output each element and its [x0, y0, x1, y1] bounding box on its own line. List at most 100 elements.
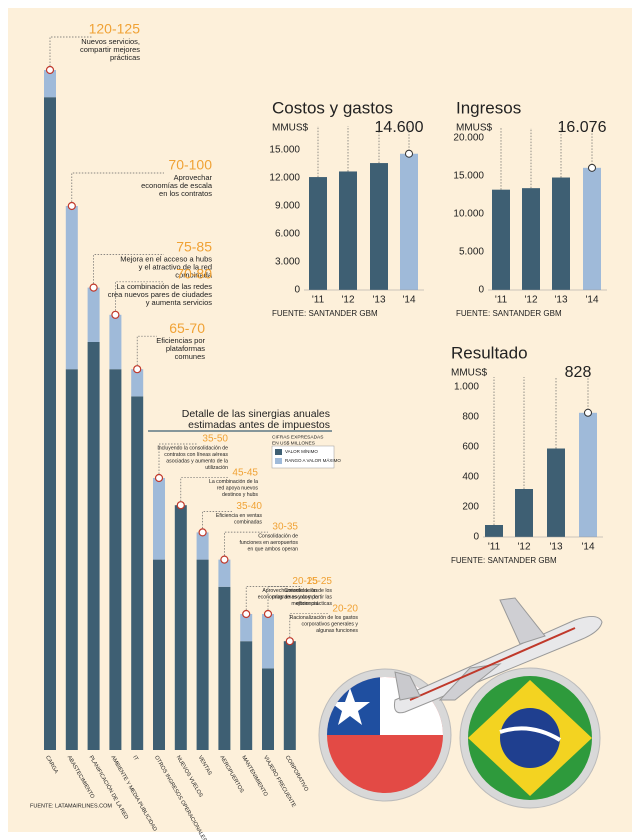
source: FUENTE: SANTANDER GBM	[272, 309, 378, 318]
description: red apoya nuevos	[217, 486, 259, 492]
bar-min	[44, 97, 56, 750]
y-tick-label: 3.000	[275, 257, 300, 268]
bar	[552, 177, 570, 290]
range-label: 15-25	[306, 576, 332, 587]
description: prácticas	[110, 53, 140, 62]
category-label: IT	[131, 755, 139, 763]
bar	[370, 163, 388, 290]
leader-line	[289, 613, 328, 638]
note: CIFRAS EXPRESADAS	[272, 434, 323, 440]
leader-line	[267, 586, 302, 610]
y-tick-label: 6.000	[275, 229, 300, 240]
marker	[45, 65, 55, 75]
leader-line	[115, 281, 164, 311]
bar-min	[218, 586, 231, 750]
x-tick-label: '11	[312, 295, 325, 306]
marker	[263, 609, 273, 619]
bar-range	[218, 559, 231, 587]
description: plataformas	[166, 344, 205, 353]
bar-range	[44, 70, 56, 98]
legend-label: RANGO A VALOR MÁXIMO	[285, 457, 341, 463]
bar-min	[174, 505, 187, 750]
description: Nuevos servicios,	[81, 37, 140, 46]
x-tick-label: '12	[341, 295, 354, 306]
range-label: 30-35	[272, 522, 298, 533]
bar	[547, 448, 565, 537]
description: asociadas y aumento de la	[166, 458, 228, 464]
bar-range	[87, 287, 100, 342]
description: y el atractivo de la red	[139, 263, 212, 272]
description: Incluyendo la consolidación de	[157, 445, 228, 451]
bar-range	[153, 478, 165, 560]
y-tick-label: 400	[462, 472, 479, 483]
bar	[579, 412, 597, 537]
y-tick-label: 0	[294, 285, 300, 296]
description: comunes	[175, 352, 206, 361]
description: utilización	[205, 465, 228, 471]
bar	[492, 189, 510, 290]
note: EN US$ MILLONES	[272, 440, 315, 446]
chart-title: Detalle de las sinergias anuales	[182, 408, 330, 420]
y-tick-label: 15.000	[269, 145, 300, 156]
x-tick-label: '14	[402, 295, 415, 306]
y-tick-label: 1.000	[454, 382, 479, 393]
marker	[242, 609, 251, 619]
description: La combinación de la	[209, 479, 258, 485]
marker	[584, 408, 592, 417]
description: combinada	[175, 271, 213, 280]
y-tick-label: 600	[462, 442, 479, 453]
x-tick-label: '13	[372, 295, 385, 306]
marker	[111, 310, 120, 319]
description: Consolidación de	[258, 533, 298, 539]
description: y aumenta servicios	[146, 298, 213, 307]
legend-box	[271, 445, 335, 469]
legend-swatch	[275, 449, 282, 455]
description: La combinación de las redes	[117, 282, 213, 291]
description: Eficiencias por	[156, 336, 205, 345]
range-label: 70-100	[168, 157, 212, 173]
marker	[285, 637, 294, 646]
description: Consolidación de los	[284, 588, 332, 594]
description: contratos con líneas aéreas	[164, 452, 228, 458]
range-label: 120-125	[89, 21, 141, 37]
unit-label: MMUS$	[456, 123, 493, 134]
leader-line	[136, 335, 157, 366]
range-label: 70-80	[176, 266, 212, 282]
bar-min	[196, 559, 209, 750]
source: FUENTE: SANTANDER GBM	[456, 309, 562, 318]
bar	[485, 525, 503, 537]
x-tick-label: '14	[581, 542, 594, 553]
y-tick-label: 12.000	[269, 173, 300, 184]
source: FUENTE: SANTANDER GBM	[451, 556, 557, 565]
description: crea nuevos pares de ciudades	[108, 290, 212, 299]
description: economías de escala	[141, 181, 213, 190]
range-label: 65-70	[169, 320, 205, 336]
value-label: 828	[565, 364, 592, 381]
description: eficiencia	[296, 601, 318, 607]
range-label: 35-40	[236, 501, 262, 512]
bar-range	[131, 369, 144, 397]
x-tick-label: '12	[517, 542, 530, 553]
description: Eficiencia en ventas	[216, 513, 263, 519]
bar-min	[283, 641, 296, 750]
chart-title: estimadas antes de impuestos	[188, 419, 330, 431]
description: algunas funciones	[316, 628, 358, 634]
bar-range	[196, 532, 209, 560]
x-tick-label: '11	[495, 295, 508, 306]
x-tick-label: '11	[488, 542, 501, 553]
marker	[405, 149, 413, 158]
bar-range	[240, 614, 253, 642]
bar	[522, 188, 540, 290]
y-tick-label: 0	[478, 285, 484, 296]
description: en que ambos operan	[248, 546, 299, 552]
bar-min	[109, 369, 122, 750]
bar	[583, 167, 601, 290]
marker	[198, 528, 207, 537]
leader-line	[71, 172, 164, 202]
unit-label: MMUS$	[272, 123, 309, 134]
description: funciones en aeropuertos	[239, 540, 298, 546]
x-tick-label: '12	[524, 295, 537, 306]
y-tick-label: 20.000	[453, 133, 484, 144]
description: Mejora en el acceso a hubs	[120, 255, 212, 264]
marker	[176, 501, 185, 510]
